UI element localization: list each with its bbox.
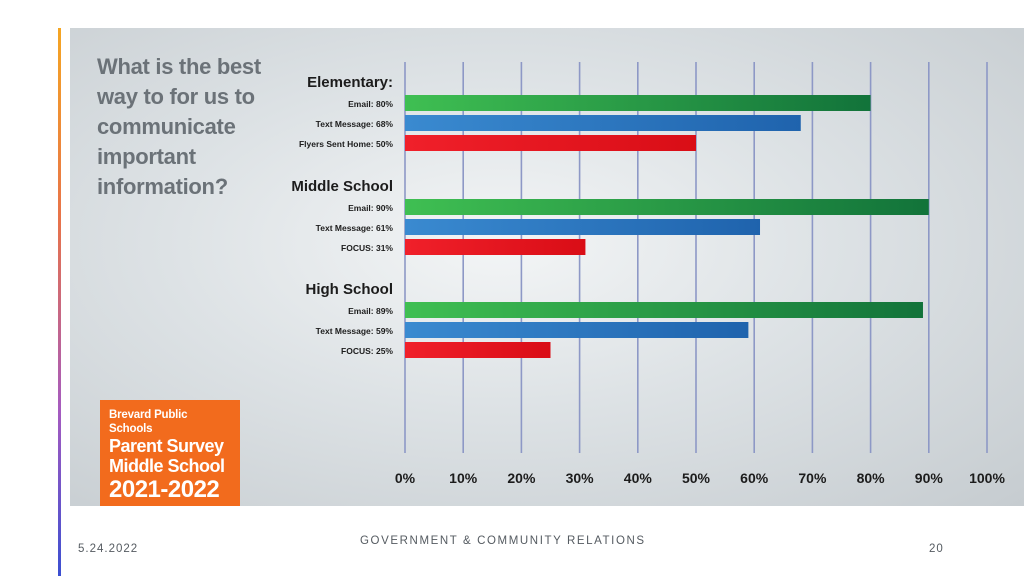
x-tick-label: 100% <box>969 470 1005 486</box>
group-label: Elementary: <box>307 74 393 91</box>
x-tick-label: 70% <box>798 470 827 486</box>
x-tick-label: 50% <box>682 470 711 486</box>
bar <box>405 342 551 358</box>
badge-org: Brevard Public Schools <box>109 409 188 435</box>
x-tick-label: 0% <box>395 470 416 486</box>
group-label: High School <box>306 281 394 298</box>
x-tick-label: 80% <box>857 470 886 486</box>
survey-question: What is the best way to for us to commun… <box>97 54 261 199</box>
bar-label: Email: 90% <box>348 203 393 213</box>
badge-year: 2021-2022 <box>109 476 220 503</box>
bar-label: Email: 80% <box>348 99 393 109</box>
bar-label: Email: 89% <box>348 306 393 316</box>
bar-label: Text Message: 59% <box>316 326 394 336</box>
bar <box>405 135 696 151</box>
bar <box>405 199 929 215</box>
bar-label: FOCUS: 31% <box>341 243 393 253</box>
bar-chart: 0% 10% 20% 30% 40% 50% 60% 70% 80% 90% 100% Element… <box>291 62 1005 486</box>
footer-org: GOVERNMENT & COMMUNITY RELATIONS <box>360 535 646 547</box>
badge-title-line2: Middle School <box>109 456 225 476</box>
bar-label: Flyers Sent Home: 50% <box>299 139 393 149</box>
x-tick-label: 30% <box>566 470 595 486</box>
bar-label: Text Message: 61% <box>316 223 394 233</box>
bar <box>405 239 586 255</box>
bar-label: Text Message: 68% <box>316 119 394 129</box>
bar <box>405 95 871 111</box>
bar-label: FOCUS: 25% <box>341 346 393 356</box>
x-tick-label: 40% <box>624 470 653 486</box>
bar <box>405 115 801 131</box>
accent-rule <box>58 28 61 576</box>
x-tick-label: 60% <box>740 470 769 486</box>
footer-date: 5.24.2022 <box>78 543 139 555</box>
page-number: 20 <box>929 543 944 555</box>
group-label: Middle School <box>291 178 393 195</box>
x-tick-label: 20% <box>507 470 536 486</box>
survey-chart-image: What is the best way to for us to commun… <box>70 28 1024 506</box>
x-tick-label: 90% <box>915 470 944 486</box>
bar <box>405 302 923 318</box>
x-tick-label: 10% <box>449 470 478 486</box>
survey-badge: Brevard Public Schools Parent Survey Mid… <box>100 400 240 506</box>
bar <box>405 322 749 338</box>
bar <box>405 219 761 235</box>
badge-title-line1: Parent Survey <box>109 436 224 456</box>
